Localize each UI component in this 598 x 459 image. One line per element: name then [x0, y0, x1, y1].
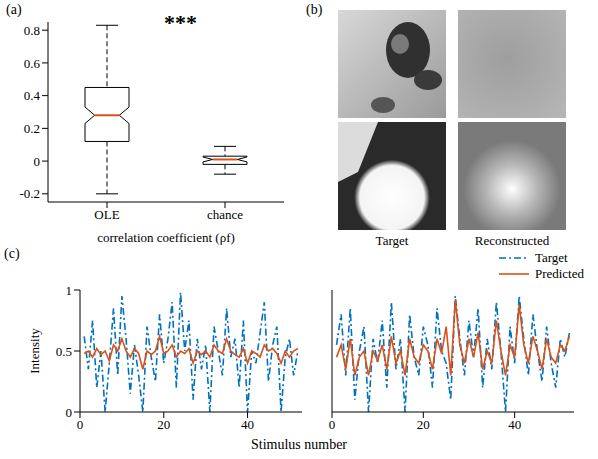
- svg-text:OLE: OLE: [94, 207, 119, 222]
- svg-text:correlation coefficient (ρf): correlation coefficient (ρf): [97, 230, 235, 245]
- svg-text:0.6: 0.6: [24, 56, 41, 71]
- svg-text:40: 40: [508, 417, 521, 432]
- svg-text:0.4: 0.4: [24, 88, 41, 103]
- html-text:Predicted: Predicted: [534, 266, 584, 281]
- html-text:Target: Target: [534, 250, 568, 265]
- svg-text:0.5: 0.5: [56, 344, 72, 359]
- html-text:Reconstructed: Reconstructed: [474, 233, 550, 248]
- svg-text:40: 40: [241, 417, 254, 432]
- svg-text:0: 0: [77, 417, 84, 432]
- svg-text:0.2: 0.2: [24, 121, 40, 136]
- svg-text:0: 0: [329, 417, 336, 432]
- svg-text:0: 0: [34, 154, 41, 169]
- svg-text:-0.2: -0.2: [19, 186, 40, 201]
- html-text:Stimulus number: Stimulus number: [251, 437, 347, 452]
- html-text:(a): (a): [6, 2, 22, 17]
- svg-text:0.8: 0.8: [24, 23, 40, 38]
- svg-text:20: 20: [157, 417, 170, 432]
- svg-text:Intensity: Intensity: [28, 328, 42, 374]
- svg-text:20: 20: [417, 417, 430, 432]
- svg-text:0: 0: [66, 405, 73, 420]
- svg-text:1: 1: [66, 283, 73, 298]
- html-text:(c): (c): [4, 246, 20, 261]
- html-text:Target: Target: [375, 233, 409, 248]
- html-text:(b): (b): [306, 2, 323, 17]
- svg-text:chance: chance: [207, 207, 243, 222]
